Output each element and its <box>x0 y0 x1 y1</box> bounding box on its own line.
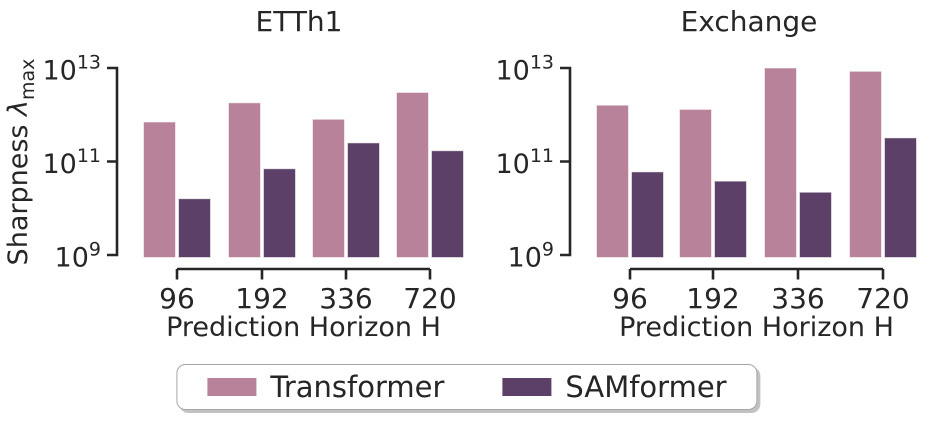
y-axis-label: Sharpness λmax <box>3 59 39 266</box>
bar-samformer-336 <box>347 142 380 258</box>
bar-transformer-96 <box>596 104 629 258</box>
bar-transformer-720 <box>396 91 429 258</box>
y-axis <box>560 66 572 257</box>
bar-transformer-336 <box>764 67 797 258</box>
y-tick-label: 1013 <box>42 52 101 87</box>
x-axis <box>175 267 432 280</box>
x-axis-label: Prediction Horizon H <box>619 312 894 343</box>
x-tick-label-720: 720 <box>403 282 456 315</box>
chart-title: ETTh1 <box>256 5 343 38</box>
bar-samformer-192 <box>263 168 296 258</box>
bar-samformer-96 <box>631 171 664 258</box>
x-tick-label-96: 96 <box>612 282 648 315</box>
y-tick-label: 109 <box>55 239 101 274</box>
legend-label-transformer: Transformer <box>270 369 445 404</box>
y-tick-label: 1013 <box>495 52 554 87</box>
x-tick-label-720: 720 <box>856 282 909 315</box>
legend: Transformer SAMformer <box>176 364 758 410</box>
bar-samformer-192 <box>714 180 747 258</box>
y-tick-label: 1011 <box>42 145 101 180</box>
chart-title: Exchange <box>681 5 818 38</box>
x-tick-label-336: 336 <box>319 282 372 315</box>
x-tick-label-96: 96 <box>159 282 195 315</box>
bar-samformer-720 <box>431 150 464 258</box>
legend-item-samformer: SAMformer <box>502 369 727 404</box>
bar-transformer-336 <box>312 118 345 258</box>
charts-row: ETTh1 109 1011 1013 Sharpness λmax 96 192 336 72… <box>3 5 917 343</box>
chart-exchange: Exchange 109 1011 1013 96 192 336 720Prediction… <box>495 5 917 343</box>
x-tick-label-192: 192 <box>235 282 288 315</box>
bar-samformer-336 <box>799 191 832 259</box>
legend-swatch-transformer <box>207 378 257 396</box>
legend-swatch-samformer <box>502 378 552 396</box>
bar-transformer-192 <box>679 108 712 259</box>
x-axis-label: Prediction Horizon H <box>166 312 441 343</box>
y-tick-label: 109 <box>508 239 554 274</box>
bar-transformer-192 <box>228 102 261 258</box>
bar-transformer-720 <box>849 70 882 258</box>
bar-transformer-96 <box>143 121 176 258</box>
legend-item-transformer: Transformer <box>207 369 445 404</box>
bar-samformer-720 <box>884 137 917 258</box>
x-tick-label-192: 192 <box>686 282 739 315</box>
bar-samformer-96 <box>178 198 211 259</box>
legend-label-samformer: SAMformer <box>565 369 727 404</box>
x-tick-label-336: 336 <box>771 282 824 315</box>
y-axis <box>107 66 119 257</box>
x-axis <box>628 267 885 280</box>
y-tick-label: 1011 <box>495 145 554 180</box>
